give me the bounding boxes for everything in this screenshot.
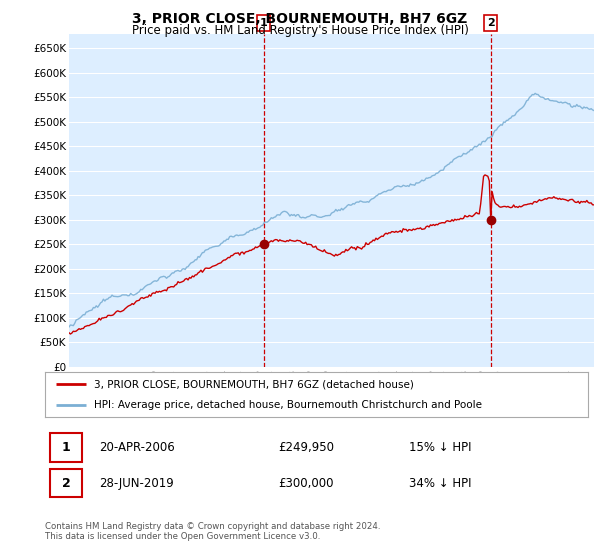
Text: 15% ↓ HPI: 15% ↓ HPI	[409, 441, 472, 454]
Text: 3, PRIOR CLOSE, BOURNEMOUTH, BH7 6GZ: 3, PRIOR CLOSE, BOURNEMOUTH, BH7 6GZ	[133, 12, 467, 26]
Bar	[50, 469, 82, 497]
Text: 28-JUN-2019: 28-JUN-2019	[100, 477, 174, 489]
Text: 34% ↓ HPI: 34% ↓ HPI	[409, 477, 472, 489]
Text: Contains HM Land Registry data © Crown copyright and database right 2024.
This d: Contains HM Land Registry data © Crown c…	[45, 522, 380, 542]
Text: 1: 1	[260, 18, 268, 28]
Text: 1: 1	[62, 441, 71, 454]
Text: Price paid vs. HM Land Registry's House Price Index (HPI): Price paid vs. HM Land Registry's House …	[131, 24, 469, 36]
Text: 20-APR-2006: 20-APR-2006	[100, 441, 175, 454]
Text: 2: 2	[62, 477, 71, 489]
Text: HPI: Average price, detached house, Bournemouth Christchurch and Poole: HPI: Average price, detached house, Bour…	[94, 400, 482, 410]
Bar	[50, 433, 82, 461]
Text: £249,950: £249,950	[278, 441, 334, 454]
Text: 2: 2	[487, 18, 494, 28]
Text: 3, PRIOR CLOSE, BOURNEMOUTH, BH7 6GZ (detached house): 3, PRIOR CLOSE, BOURNEMOUTH, BH7 6GZ (de…	[94, 380, 414, 390]
Text: £300,000: £300,000	[278, 477, 334, 489]
